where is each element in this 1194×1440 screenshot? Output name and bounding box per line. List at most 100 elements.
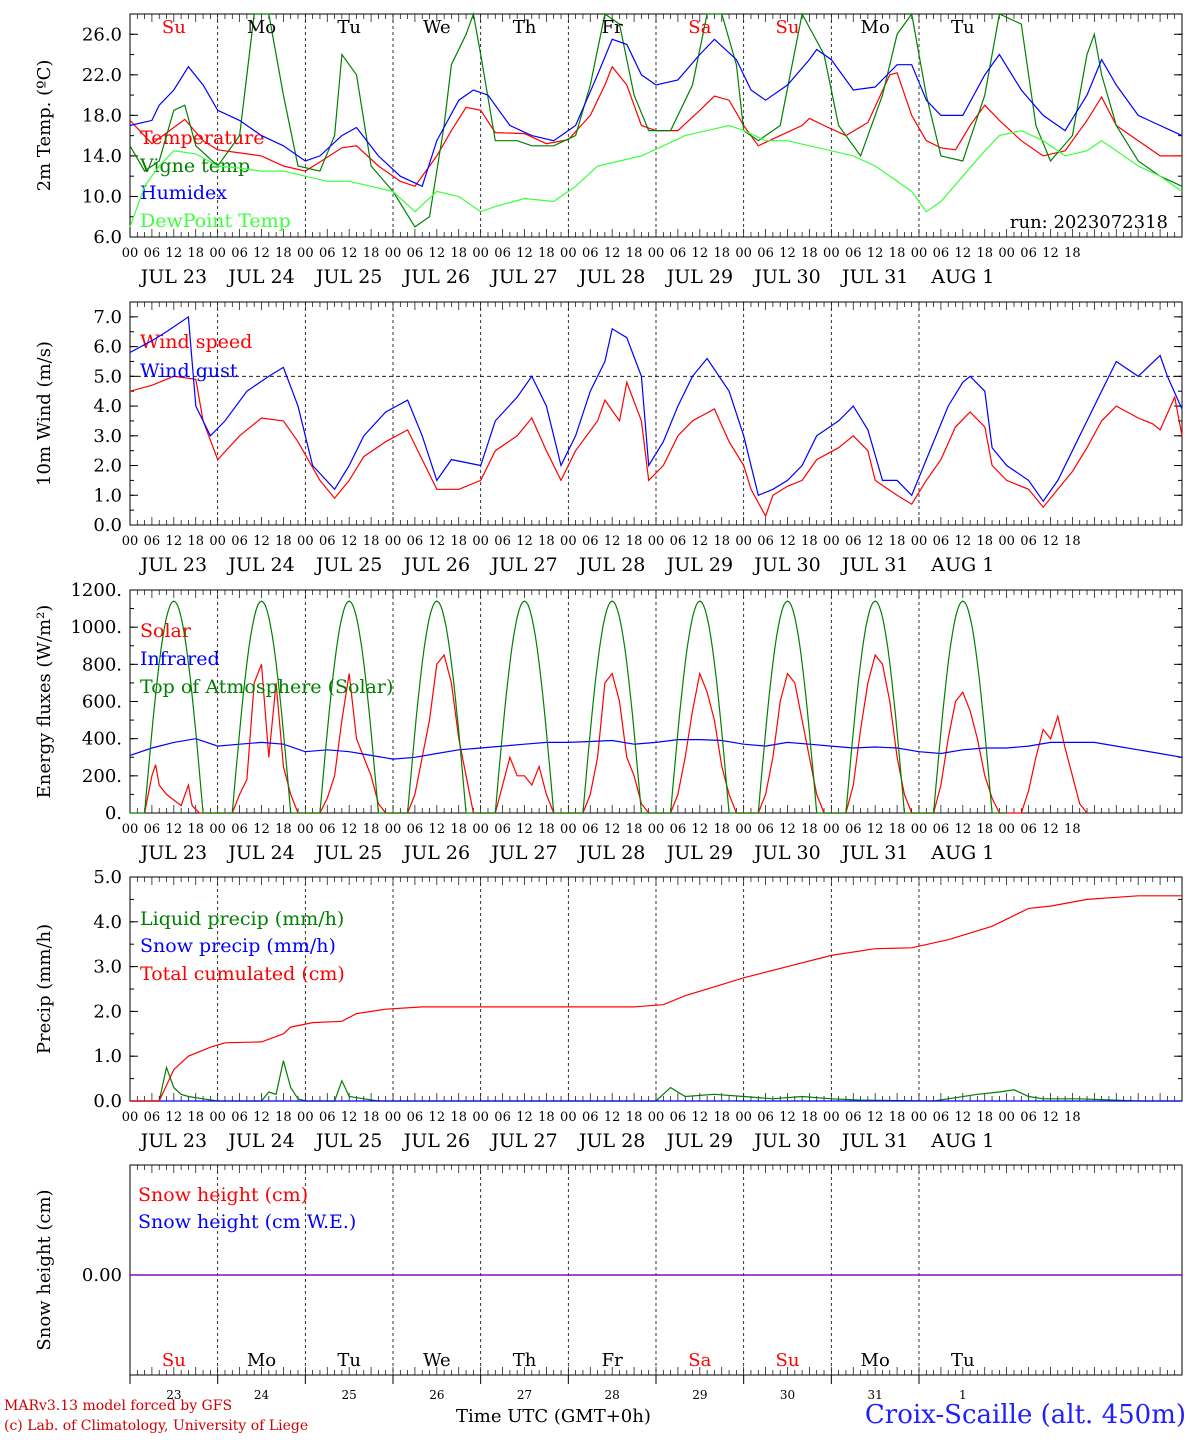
weekday-label: Th — [513, 1350, 537, 1371]
hour-tick-label: 00 — [735, 534, 752, 549]
legend-entry: Wind gust — [140, 360, 238, 382]
hour-tick-label: 18 — [801, 1110, 818, 1125]
hour-tick-label: 06 — [494, 822, 511, 837]
hour-tick-label: 18 — [538, 534, 555, 549]
y-tick-label: 14.0 — [82, 146, 122, 167]
weekday-label: Su — [776, 17, 800, 38]
hour-tick-label: 06 — [1020, 246, 1037, 261]
hour-tick-label: 12 — [516, 246, 533, 261]
hour-tick-label: 00 — [648, 1110, 665, 1125]
hour-tick-label: 06 — [757, 822, 774, 837]
y-tick-label: 5.0 — [93, 867, 122, 888]
day-number-label: 29 — [692, 1388, 707, 1402]
date-label: JUL 29 — [665, 1130, 733, 1152]
legend-entry: Vigne temp — [139, 155, 250, 177]
date-label: JUL 23 — [139, 266, 207, 288]
hour-tick-label: 06 — [319, 822, 336, 837]
series-line-wind-speed — [129, 375, 1183, 518]
hour-tick-label: 06 — [1020, 534, 1037, 549]
weekday-label: Mo — [247, 17, 276, 38]
hour-tick-label: 18 — [538, 822, 555, 837]
hour-tick-label: 12 — [692, 822, 709, 837]
hour-tick-label: 06 — [407, 1110, 424, 1125]
y-axis-title: Snow height (cm) — [34, 1189, 55, 1350]
y-tick-label: 2.0 — [93, 1001, 122, 1022]
hour-tick-label: 00 — [385, 1110, 402, 1125]
hour-tick-label: 00 — [823, 1110, 840, 1125]
y-tick-label: 600. — [82, 692, 122, 713]
y-axis-title: 10m Wind (m/s) — [34, 341, 55, 486]
hour-tick-label: 12 — [779, 822, 796, 837]
hour-tick-label: 18 — [450, 246, 467, 261]
hour-tick-label: 00 — [911, 822, 928, 837]
hour-tick-label: 12 — [867, 246, 884, 261]
hour-tick-label: 06 — [144, 822, 161, 837]
hour-tick-label: 00 — [297, 822, 314, 837]
y-tick-label: 2.0 — [93, 456, 122, 477]
hour-tick-label: 12 — [867, 534, 884, 549]
hour-tick-label: 12 — [516, 1110, 533, 1125]
hour-tick-label: 00 — [122, 246, 139, 261]
y-tick-label: 1000. — [70, 617, 122, 638]
hour-tick-label: 18 — [1064, 822, 1081, 837]
date-label: JUL 24 — [226, 1130, 294, 1152]
hour-tick-label: 06 — [670, 1110, 687, 1125]
hour-tick-label: 18 — [889, 534, 906, 549]
date-label: JUL 28 — [577, 266, 645, 288]
hour-tick-label: 00 — [560, 534, 577, 549]
hour-tick-label: 12 — [516, 822, 533, 837]
date-label: JUL 31 — [840, 554, 908, 576]
hour-tick-label: 06 — [670, 822, 687, 837]
y-tick-label: 1.0 — [93, 1046, 122, 1067]
hour-tick-label: 18 — [801, 246, 818, 261]
legend-entry: Snow precip (mm/h) — [140, 935, 336, 957]
hour-tick-label: 18 — [976, 534, 993, 549]
weekday-label: Sa — [688, 17, 711, 38]
hour-tick-label: 06 — [933, 246, 950, 261]
day-number-label: 30 — [780, 1388, 795, 1402]
day-number-label: 1 — [959, 1388, 967, 1402]
hour-tick-label: 12 — [867, 822, 884, 837]
hour-tick-label: 00 — [998, 246, 1015, 261]
date-label: AUG 1 — [930, 554, 994, 576]
weekday-label: Fr — [602, 17, 623, 38]
hour-tick-label: 18 — [187, 1110, 204, 1125]
hour-tick-label: 06 — [757, 246, 774, 261]
hour-tick-label: 18 — [275, 246, 292, 261]
hour-tick-label: 12 — [604, 246, 621, 261]
date-label: JUL 25 — [314, 266, 382, 288]
hour-tick-label: 00 — [735, 822, 752, 837]
y-tick-label: 200. — [82, 766, 122, 787]
date-label: JUL 24 — [226, 266, 294, 288]
y-tick-label: 18.0 — [82, 105, 122, 126]
hour-tick-label: 12 — [516, 534, 533, 549]
hour-tick-label: 18 — [275, 822, 292, 837]
hour-tick-label: 12 — [341, 534, 358, 549]
y-tick-label: 0.0 — [93, 515, 122, 536]
day-number-label: 27 — [517, 1388, 532, 1402]
y-tick-label: 3.0 — [93, 957, 122, 978]
hour-tick-label: 12 — [604, 1110, 621, 1125]
hour-tick-label: 12 — [692, 246, 709, 261]
day-number-label: 25 — [342, 1388, 357, 1402]
hour-tick-label: 12 — [341, 822, 358, 837]
hour-tick-label: 12 — [692, 534, 709, 549]
hour-tick-label: 12 — [779, 534, 796, 549]
hour-tick-label: 06 — [494, 1110, 511, 1125]
hour-tick-label: 00 — [823, 534, 840, 549]
y-tick-label: 3.0 — [93, 426, 122, 447]
legend-entry: Solar — [140, 620, 192, 642]
hour-tick-label: 12 — [341, 246, 358, 261]
hour-tick-label: 06 — [757, 534, 774, 549]
weekday-label: Su — [162, 17, 186, 38]
weekday-label: Tu — [337, 17, 361, 38]
hour-tick-label: 12 — [429, 1110, 446, 1125]
hour-tick-label: 12 — [955, 246, 972, 261]
hour-tick-label: 06 — [407, 534, 424, 549]
date-label: JUL 25 — [314, 842, 382, 864]
day-number-label: 28 — [605, 1388, 620, 1402]
hour-tick-label: 18 — [889, 822, 906, 837]
y-tick-label: 1200. — [70, 580, 122, 601]
hour-tick-label: 12 — [253, 822, 270, 837]
hour-tick-label: 00 — [911, 246, 928, 261]
